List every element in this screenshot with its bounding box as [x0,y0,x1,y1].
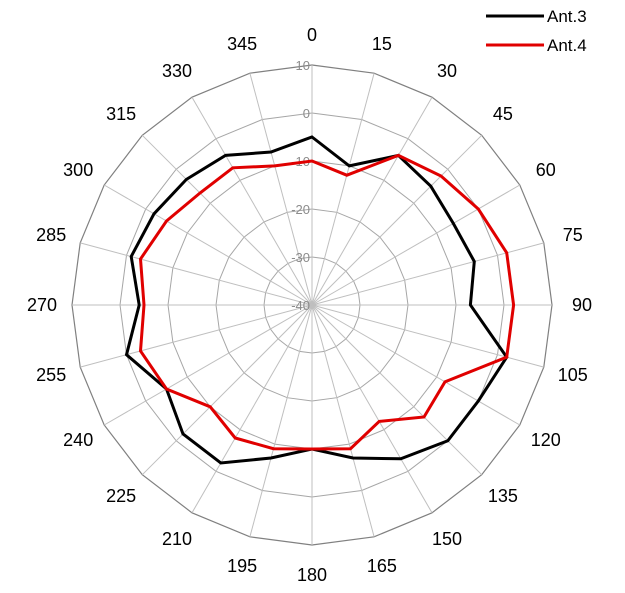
radial-tick-labels: 100-10-20-30-40 [291,58,310,313]
angle-tick-label: 75 [563,225,583,245]
angle-tick-label: 330 [162,61,192,81]
angle-tick-label: 255 [36,365,66,385]
grid-spoke-22 [191,96,313,306]
angle-tick-label: 345 [227,34,257,54]
radial-tick-label: -40 [291,298,310,313]
grid-spoke-9 [311,304,483,476]
series-lines [124,135,516,465]
angle-tick-label: 270 [27,295,57,315]
angle-tick-label: 225 [106,486,136,506]
angle-tick-label: 60 [536,160,556,180]
polar-grid [71,64,553,546]
angle-tick-label: 210 [162,529,192,549]
angle-tick-label: 45 [493,104,513,124]
grid-spoke-19 [80,242,313,306]
angle-tick-label: 150 [432,529,462,549]
angle-tick-label: 315 [106,104,136,124]
grid-spoke-8 [311,304,521,426]
grid-spoke-20 [103,184,313,306]
grid-spoke-23 [249,73,313,306]
legend-label: Ant.3 [547,7,587,26]
angle-tick-label: 135 [488,486,518,506]
angle-tick-label: 30 [437,61,457,81]
grid-spoke-16 [103,304,313,426]
angle-tick-label: 0 [307,25,317,45]
angle-tick-label: 195 [227,556,257,576]
radial-tick-label: -30 [291,250,310,265]
grid-spoke-13 [249,304,313,537]
series-line-ant-4 [138,153,516,451]
angle-tick-label: 285 [36,225,66,245]
grid-spoke-3 [311,134,483,306]
angle-tick-label: 120 [531,430,561,450]
grid-spoke-4 [311,184,521,306]
angle-tick-labels: 0 15 30 45 60 75 90 105 120 135 150 165 180 195 210 225… [27,25,592,585]
radial-tick-label: 10 [296,58,310,73]
grid-spoke-17 [80,304,313,368]
angle-tick-label: 240 [63,430,93,450]
grid-spoke-1 [311,73,375,306]
grid-spoke-5 [311,242,544,306]
angle-tick-label: 180 [297,565,327,585]
radial-tick-label: 0 [303,106,310,121]
grid-spoke-2 [311,96,433,306]
angle-tick-label: 90 [572,295,592,315]
grid-spoke-15 [141,304,313,476]
angle-tick-label: 300 [63,160,93,180]
grid-spoke-11 [311,304,375,537]
grid-spoke-10 [311,304,433,514]
radial-tick-label: -20 [291,202,310,217]
grid-spoke-14 [191,304,313,514]
grid-spoke-21 [141,134,313,306]
legend: Ant.3 Ant.4 [486,7,587,55]
angle-tick-label: 165 [367,556,397,576]
angle-tick-label: 105 [558,365,588,385]
legend-label: Ant.4 [547,36,587,55]
angle-tick-label: 15 [372,34,392,54]
